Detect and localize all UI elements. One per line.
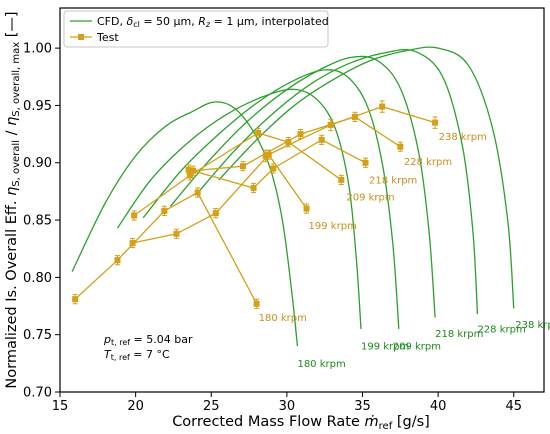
test-point <box>114 257 121 264</box>
test-point <box>303 205 310 212</box>
legend: CFD, δcl = 50 μm, Rz = 1 μm, interpolate… <box>63 10 329 48</box>
test-point <box>161 207 168 214</box>
cfd-line-218-krpm <box>169 55 436 318</box>
test-point <box>285 139 292 146</box>
x-axis-title: Corrected Mass Flow Rate ṁref [g/s] <box>172 414 430 432</box>
test-speed-label: 209 krpm <box>346 193 394 204</box>
x-tick-label: 45 <box>505 399 522 414</box>
cfd-line-228-krpm <box>195 48 479 315</box>
test-point <box>72 296 79 303</box>
test-point <box>194 189 201 196</box>
pressure-note: pt, ref = 5.04 bar <box>103 333 193 347</box>
test-point <box>262 152 269 159</box>
test-lines <box>74 105 436 305</box>
test-speed-label: 228 krpm <box>404 157 452 168</box>
cfd-speed-label: 180 krpm <box>297 359 345 370</box>
y-tick-label: 1.00 <box>23 42 52 57</box>
cfd-line-209-krpm <box>142 69 400 330</box>
test-point <box>327 121 334 128</box>
y-tick-label: 0.80 <box>23 271 52 286</box>
cfd-speed-label: 238 krpm <box>515 320 550 331</box>
legend-cfd-label: CFD, δcl = 50 μm, Rz = 1 μm, interpolate… <box>97 15 329 29</box>
legend-box <box>63 10 329 48</box>
test-line-209-krpm <box>133 132 342 217</box>
test-point <box>131 212 138 219</box>
test-point <box>240 163 247 170</box>
test-speed-label: 199 krpm <box>309 221 357 232</box>
test-point <box>297 131 304 138</box>
y-tick-label: 0.85 <box>23 214 52 229</box>
cfd-line-238-krpm <box>218 46 515 309</box>
test-point <box>397 143 404 150</box>
test-point <box>351 113 358 120</box>
test-point <box>255 129 262 136</box>
x-tick-label: 25 <box>203 399 220 414</box>
cfd-speed-label: 209 krpm <box>393 342 441 353</box>
x-tick-label: 20 <box>127 399 144 414</box>
y-tick-label: 0.95 <box>23 99 52 114</box>
y-tick-label: 0.90 <box>23 156 52 171</box>
cfd-speed-label: 218 krpm <box>435 329 483 340</box>
test-point <box>318 136 325 143</box>
test-point <box>362 159 369 166</box>
x-tick-label: 30 <box>279 399 296 414</box>
test-point <box>270 165 277 172</box>
test-point <box>250 184 257 191</box>
test-speed-label: 238 krpm <box>439 132 487 143</box>
x-tick-label: 15 <box>52 399 69 414</box>
cfd-speed-label: 199 krpm <box>361 342 409 353</box>
legend-test-label: Test <box>96 31 119 44</box>
test-speed-label: 218 krpm <box>369 175 417 186</box>
test-point <box>253 300 260 307</box>
cfd-lines <box>71 46 515 347</box>
y-axis-title: Normalized Is. Overall Eff. ηS, overall … <box>4 11 22 388</box>
plot-frame <box>59 7 545 393</box>
test-point <box>173 230 180 237</box>
y-tick-label: 0.70 <box>23 386 52 401</box>
test-point <box>185 166 192 173</box>
y-tick-label: 0.75 <box>23 328 52 343</box>
test-point <box>338 176 345 183</box>
legend-test-marker <box>78 34 84 40</box>
test-point <box>379 103 386 110</box>
test-point <box>129 239 136 246</box>
test-point <box>190 167 197 174</box>
test-point <box>187 172 194 179</box>
cfd-speed-label: 228 krpm <box>477 324 525 335</box>
test-point <box>432 119 439 126</box>
test-point <box>265 151 272 158</box>
temperature-note: Tt, ref = 7 °C <box>104 348 170 362</box>
test-speed-label: 180 krpm <box>259 313 307 324</box>
axis-ticks: 15 20 25 30 35 40 45 0.70 0.75 0.80 0.85 0.90 0.95 1.… <box>23 42 522 414</box>
cfd-line-199-krpm <box>116 88 362 329</box>
x-tick-label: 35 <box>354 399 371 414</box>
test-points <box>72 100 439 309</box>
x-tick-label: 40 <box>430 399 447 414</box>
test-point <box>212 210 219 217</box>
cfd-line-180-krpm <box>71 101 299 347</box>
